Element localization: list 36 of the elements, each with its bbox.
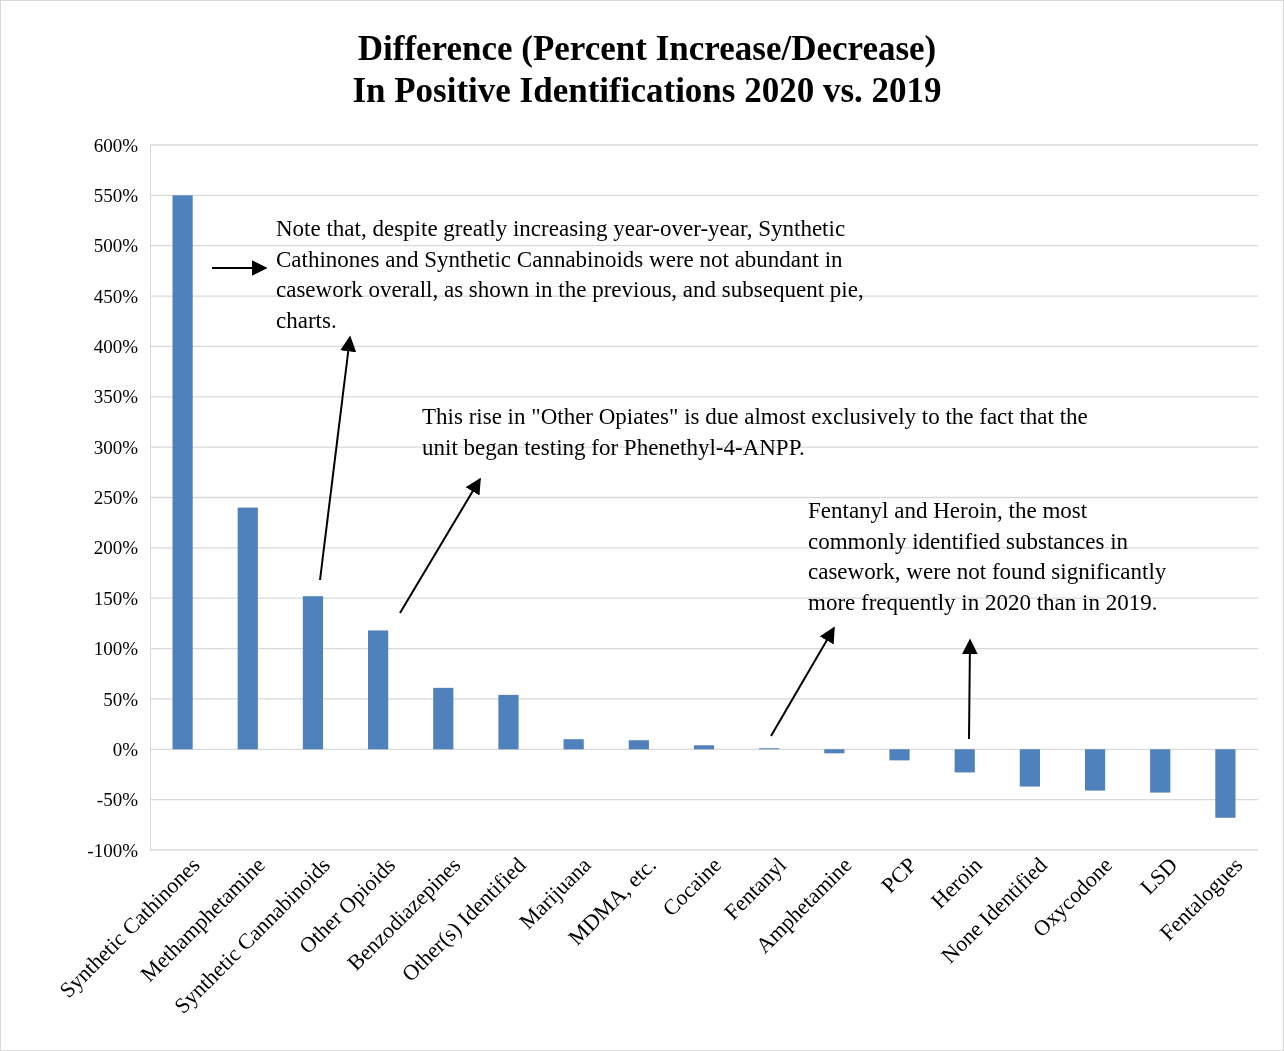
y-tick-label: 250%: [93, 487, 139, 509]
y-tick-label: 400%: [93, 336, 139, 358]
y-tick-label: 350%: [93, 386, 139, 408]
bar: [1084, 749, 1106, 791]
y-tick-label: 500%: [93, 235, 139, 257]
y-tick-label: 200%: [93, 537, 139, 559]
chart-title: Difference (Percent Increase/Decrease) In Positive Identifications 2020 vs. 2019: [352, 29, 942, 110]
bar: [433, 687, 454, 750]
y-tick-label: 150%: [93, 587, 139, 609]
bar: [824, 749, 845, 754]
bar: [563, 739, 584, 750]
bar: [954, 749, 975, 773]
annotation: Note that, despite greatly increasing year-over-year, Synthetic Cathinones and Synthetic Cannabinoids were not abundant in casework overall, as shown in the previous, and subsequent pie, charts.: [276, 216, 864, 333]
bar: [889, 749, 910, 761]
bar: [1215, 749, 1236, 818]
y-tick-label: 0%: [112, 738, 139, 760]
y-tick-label: -50%: [96, 789, 139, 811]
y-tick-label: 600%: [93, 134, 139, 156]
bar: [1150, 749, 1171, 793]
y-tick-label: 100%: [93, 638, 139, 660]
bar: [628, 740, 649, 750]
bar: [498, 694, 519, 750]
y-tick-label: 450%: [93, 285, 139, 307]
annotation: This rise in "Other Opiates" is due almost exclusively to the fact that the unit began testing for Phenethyl-4-ANPP.: [422, 404, 1088, 460]
annotation: Fentanyl and Heroin, the most commonly identified substances in casework, were not found significantly more frequently in 2020 than in 2019.: [808, 498, 1167, 615]
bar: [172, 195, 193, 750]
y-tick-label: 550%: [93, 184, 139, 206]
y-tick-label: 50%: [103, 688, 139, 710]
bar: [368, 630, 389, 750]
bar: [302, 596, 324, 750]
y-tick-label: -100%: [87, 839, 139, 861]
x-tick-label: PCP: [876, 852, 922, 898]
y-tick-label: 300%: [93, 436, 139, 458]
bar: [237, 507, 258, 750]
bar: [1019, 749, 1040, 787]
bar: [693, 745, 715, 750]
